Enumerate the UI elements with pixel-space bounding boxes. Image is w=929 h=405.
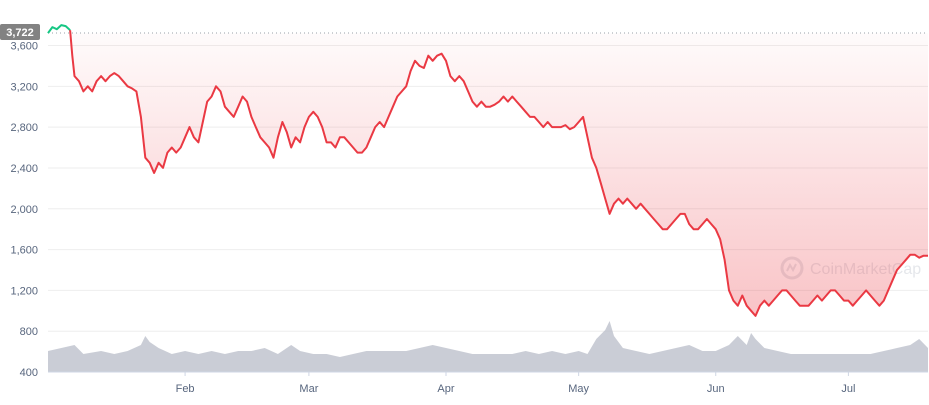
x-tick-label: May <box>568 383 589 395</box>
y-tick-label: 2,800 <box>10 122 38 134</box>
x-tick-label: Feb <box>176 383 195 395</box>
y-tick-label: 2,000 <box>10 204 38 216</box>
y-tick-label: 3,200 <box>10 81 38 93</box>
price-line <box>47 24 928 317</box>
price-area-fill <box>48 33 928 316</box>
y-axis: 400 800 1,200 1,600 2,000 2,400 2,800 3,200 3,60… <box>10 41 38 379</box>
x-tick-label: Apr <box>437 383 454 395</box>
x-tick-label: Jul <box>841 383 855 395</box>
x-tick-label: Mar <box>299 383 318 395</box>
start-price-badge-bg <box>0 24 40 40</box>
volume-series <box>48 321 928 372</box>
price-line-down <box>69 30 928 317</box>
y-tick-label: 800 <box>20 326 38 338</box>
price-line-up <box>47 24 71 34</box>
start-price-badge: 3,722 <box>0 24 40 40</box>
x-tick-label: Jun <box>707 383 725 395</box>
y-tick-label: 3,600 <box>10 41 38 53</box>
y-tick-label: 2,400 <box>10 163 38 175</box>
y-tick-label: 1,200 <box>10 285 38 297</box>
y-tick-label: 1,600 <box>10 245 38 257</box>
start-price-badge-label: 3,722 <box>6 27 34 39</box>
y-tick-label: 400 <box>20 367 38 379</box>
volume-area <box>48 321 928 372</box>
x-axis: Feb Mar Apr May Jun Jul <box>48 371 928 395</box>
price-area <box>48 33 928 316</box>
